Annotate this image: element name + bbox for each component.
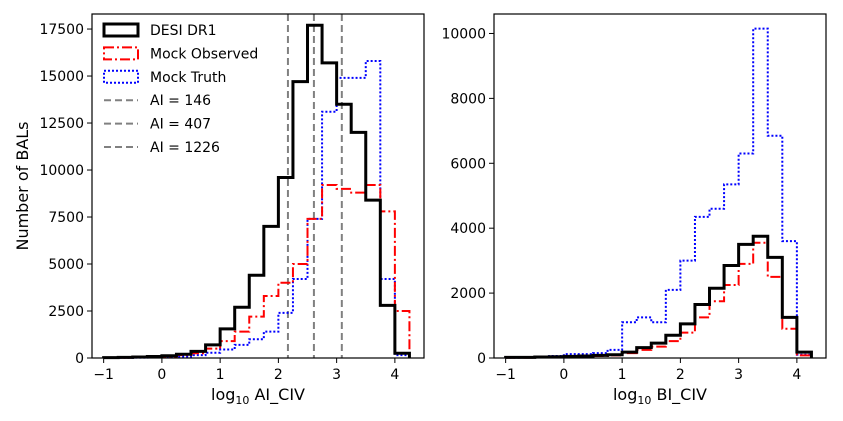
x-tick-label: 4 [792,367,801,383]
y-tick-label: 2500 [48,304,84,320]
x-tick-label: 2 [274,367,283,383]
x-tick-label: 1 [618,367,627,383]
legend-swatch-mock-truth [103,69,139,84]
y-tick-label: 7500 [48,210,84,226]
y-tick-label: 2000 [450,286,486,302]
y-tick-label: 10000 [441,26,486,42]
legend-label: AI = 1226 [150,140,220,156]
y-tick-label: 0 [477,351,486,367]
x-tick-label: 4 [390,367,399,383]
y-tick-label: 6000 [450,156,486,172]
series-mock-observed [102,184,411,359]
y-tick-label: 8000 [450,91,486,107]
x-axis-label: log10 AI_CIV [211,385,305,407]
legend-swatch-mock-observed [103,46,139,61]
x-tick-label: −1 [93,367,114,383]
legend-label: Mock Truth [150,70,226,86]
legend-label: AI = 407 [150,117,211,133]
y-tick-label: 0 [75,351,84,367]
y-tick-label: 12500 [39,116,84,132]
x-tick-label: 3 [734,367,743,383]
x-tick-label: 0 [559,367,568,383]
y-tick-label: 15000 [39,69,84,85]
legend-label: DESI DR1 [150,23,217,39]
x-tick-label: 0 [157,367,166,383]
legend: DESI DR1 Mock Observed Mock Truth AI = 146 A… [102,22,258,156]
legend-label: AI = 146 [150,93,211,109]
plot-area-border [91,13,425,359]
x-tick-label: 2 [676,367,685,383]
y-tick-label: 4000 [450,221,486,237]
y-axis-label: Number of BALs [13,121,32,250]
x-tick-label: 3 [332,367,341,383]
x-axis-label: log10 BI_CIV [613,385,707,407]
plot-area-frame [494,14,826,358]
plot-area-border [493,13,827,359]
x-tick-label: −1 [495,367,516,383]
legend-label: Mock Observed [150,46,258,62]
legend-swatch-desi-dr1 [102,22,140,38]
y-tick-label: 5000 [48,257,84,273]
series-desi-dr1 [102,23,411,360]
x-tick-label: 1 [216,367,225,383]
chart-panel-bi: −1 0 1 2 3 4 0 2000 4000 6000 8000 10000 log10 BI_C… [441,13,827,407]
y-tick-label: 10000 [39,163,84,179]
chart-panel-ai: −1 0 1 2 3 4 0 2500 5000 7500 10000 12500 15000 17500… [13,13,425,407]
y-tick-label: 17500 [39,22,84,38]
series-desi-dr1 [504,234,813,359]
